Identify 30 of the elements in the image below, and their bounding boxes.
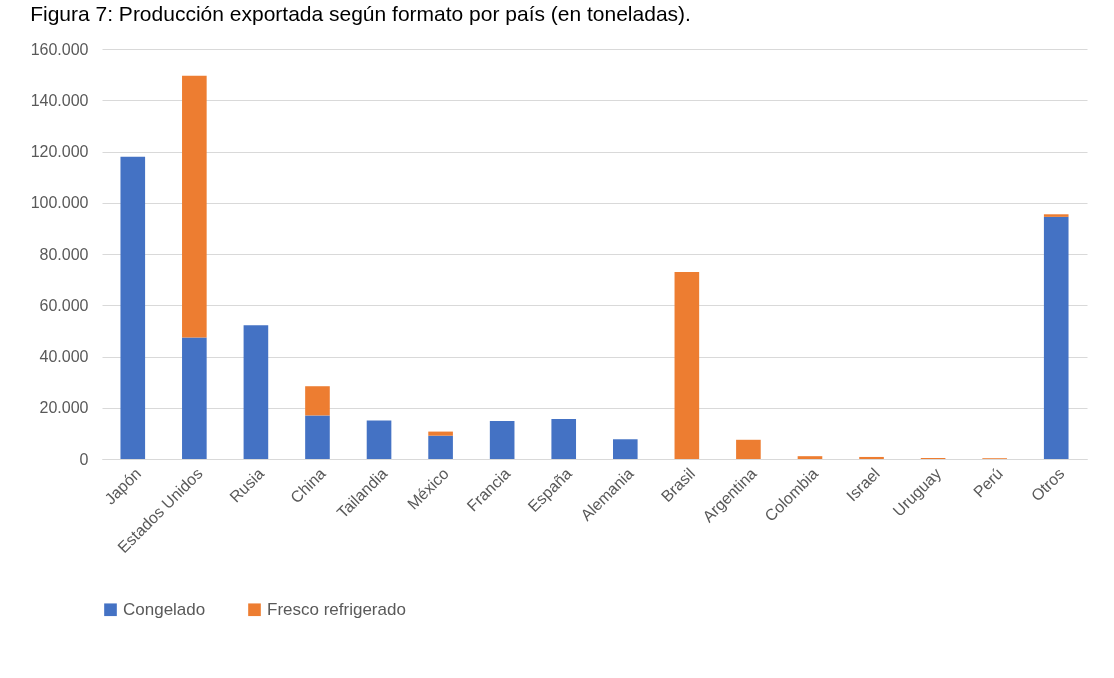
y-tick-label: 120.000 — [30, 143, 89, 160]
bar — [489, 421, 515, 459]
chart-title: Figura 7: Producción exportada según formato por país (en toneladas). — [30, 2, 691, 25]
y-tick-label: 40.000 — [39, 348, 89, 365]
bar — [243, 325, 269, 459]
y-tick-label: 0 — [79, 450, 89, 468]
bar — [120, 156, 146, 459]
y-tick-label: 140.000 — [30, 91, 89, 109]
bar — [366, 420, 392, 459]
y-tick-label: 20.000 — [39, 399, 89, 417]
y-tick-label: 100.000 — [30, 194, 89, 212]
bar — [305, 386, 330, 416]
bar — [305, 415, 330, 459]
bar — [182, 75, 207, 338]
legend-label: Fresco refrigerado — [267, 599, 406, 619]
bar — [859, 456, 884, 459]
y-tick-label: 160.000 — [30, 40, 89, 58]
bar — [551, 419, 577, 459]
bar — [1043, 214, 1069, 217]
bar — [428, 431, 453, 436]
bar — [1043, 216, 1069, 459]
bar — [797, 456, 823, 459]
bar — [736, 439, 761, 459]
bar — [674, 271, 700, 459]
y-tick-label: 60.000 — [39, 296, 89, 314]
y-tick-label: 80.000 — [39, 245, 89, 263]
bar — [428, 435, 453, 459]
bar — [182, 337, 207, 459]
legend-label: Congelado — [123, 599, 206, 619]
bar — [612, 439, 638, 459]
